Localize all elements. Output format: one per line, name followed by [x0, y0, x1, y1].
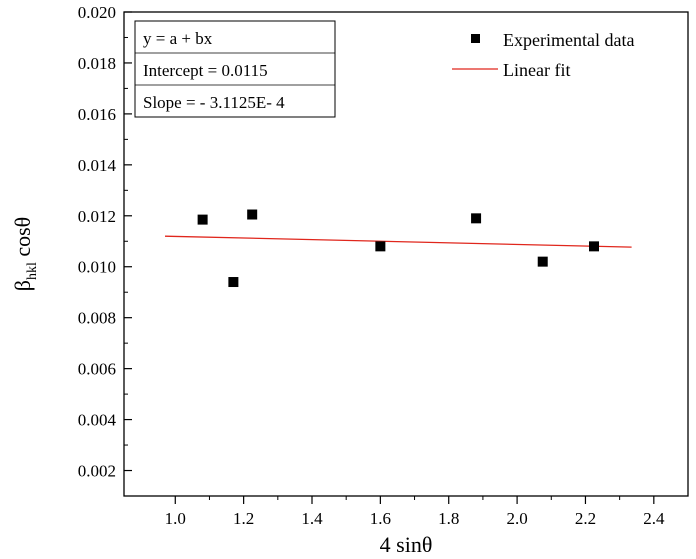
x-tick-label: 1.2 — [233, 509, 254, 528]
y-axis-title-main: β — [10, 280, 35, 291]
x-tick-label: 2.4 — [643, 509, 665, 528]
y-axis-ticks: 0.002 0.004 0.006 0.008 0.010 0.012 0.014 0.016… — [78, 3, 132, 481]
fit-line-series — [165, 235, 632, 248]
data-point — [589, 241, 599, 252]
legend-marker-experimental — [471, 34, 480, 43]
fit-equation: y = a + bx — [143, 29, 213, 48]
legend: Experimental data Linear fit — [452, 30, 634, 80]
legend-label-experimental: Experimental data — [503, 30, 634, 50]
x-axis-ticks: 1.0 1.2 1.4 1.6 1.8 2.0 2.2 2.4 — [165, 496, 665, 528]
data-point — [228, 277, 239, 288]
y-tick-label: 0.016 — [78, 105, 116, 124]
data-point — [247, 209, 258, 220]
x-tick-label: 1.8 — [438, 509, 459, 528]
fit-slope: Slope = - 3.1125E- 4 — [143, 93, 285, 112]
data-point — [375, 241, 386, 252]
y-tick-label: 0.004 — [78, 411, 117, 430]
y-tick-label: 0.012 — [78, 207, 116, 226]
y-tick-label: 0.010 — [78, 258, 116, 277]
fit-intercept: Intercept = 0.0115 — [143, 61, 268, 80]
data-point — [197, 214, 208, 225]
fit-box-frame — [134, 20, 336, 118]
y-tick-label: 0.014 — [78, 156, 117, 175]
y-tick-label: 0.008 — [78, 309, 116, 328]
y-tick-label: 0.020 — [78, 3, 116, 22]
experimental-data-series — [197, 209, 599, 288]
y-axis-title: βhkl cosθ — [10, 217, 40, 291]
y-tick-label: 0.018 — [78, 54, 116, 73]
x-tick-label: 1.4 — [301, 509, 323, 528]
svg-text:βhkl cosθ: βhkl cosθ — [10, 217, 40, 291]
plot-area-frame — [123, 11, 689, 497]
x-tick-label: 2.0 — [506, 509, 527, 528]
legend-label-linear-fit: Linear fit — [503, 60, 570, 80]
y-tick-label: 0.002 — [78, 462, 116, 481]
x-axis-title: 4 sinθ — [380, 532, 433, 557]
y-axis-title-tail: cosθ — [10, 217, 35, 262]
y-tick-label: 0.006 — [78, 360, 116, 379]
x-tick-label: 1.6 — [370, 509, 391, 528]
x-tick-label: 1.0 — [165, 509, 186, 528]
data-point — [537, 256, 548, 267]
y-axis-title-sub: hkl — [25, 262, 40, 280]
fit-parameters-box: y = a + bx Intercept = 0.0115 Slope = - … — [134, 20, 336, 118]
x-tick-label: 2.2 — [575, 509, 596, 528]
data-point — [471, 213, 482, 224]
linear-fit-line — [165, 235, 632, 248]
